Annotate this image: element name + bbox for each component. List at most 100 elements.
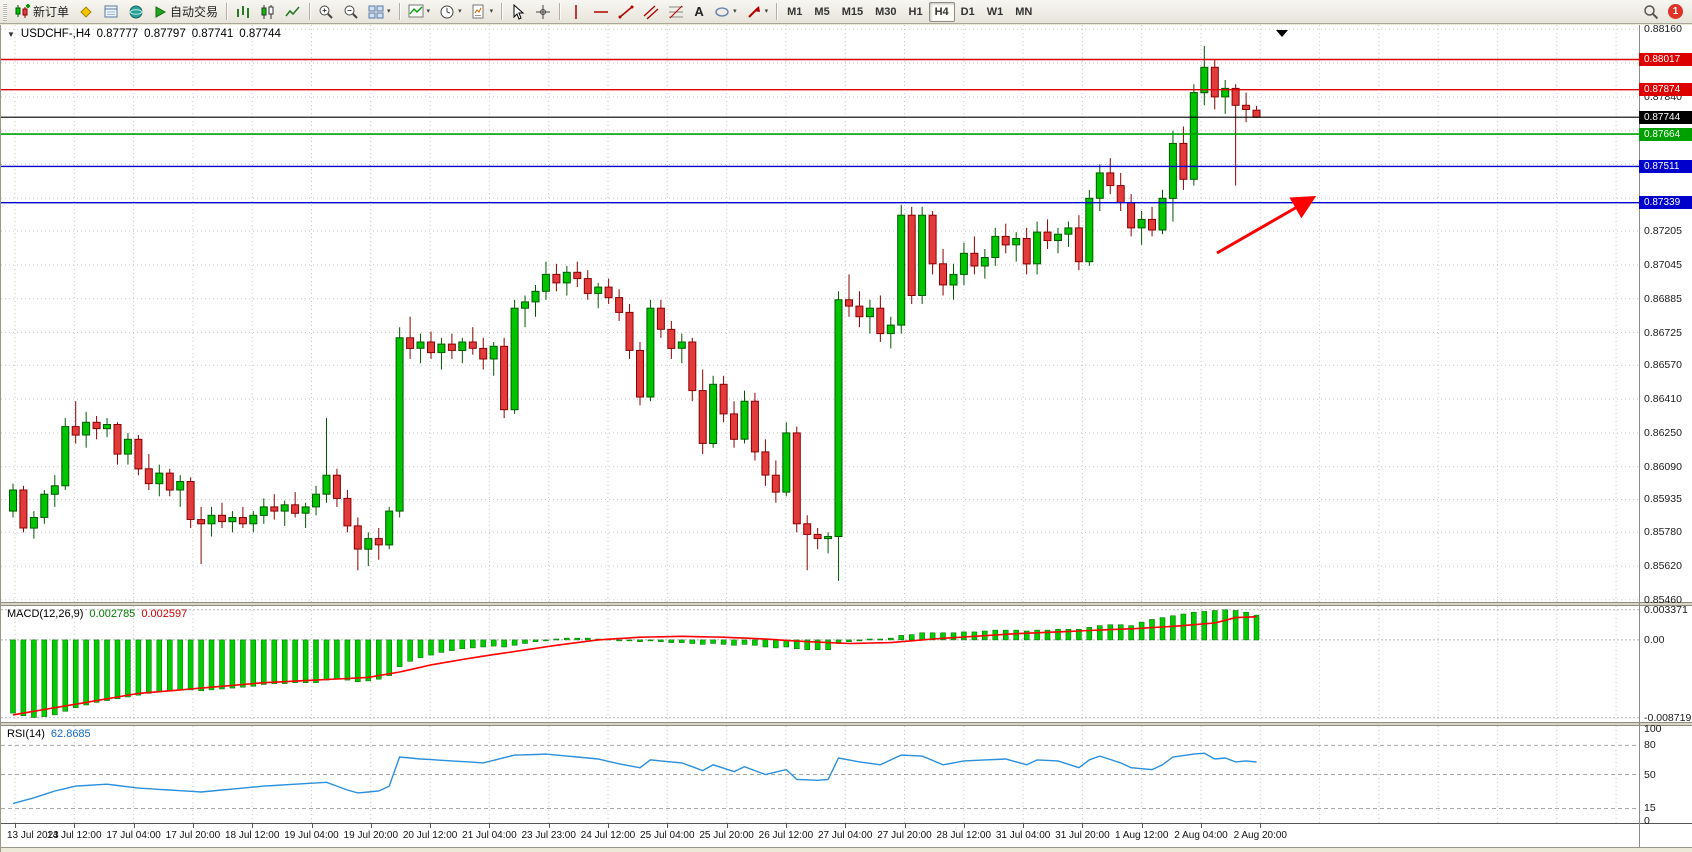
macd-histogram-bar bbox=[146, 639, 152, 694]
collapse-ohlc-icon[interactable]: ▼ bbox=[7, 29, 15, 39]
candle-body bbox=[186, 481, 195, 520]
timeframe-m5[interactable]: M5 bbox=[814, 5, 830, 18]
candle-body bbox=[500, 345, 509, 411]
macd-histogram-bar bbox=[177, 639, 183, 691]
macd-histogram-bar bbox=[72, 639, 79, 708]
candle-body bbox=[730, 413, 738, 440]
bar-chart-button[interactable] bbox=[231, 2, 255, 22]
zoom-in-button[interactable] bbox=[314, 2, 338, 22]
time-tick bbox=[608, 824, 609, 828]
macd-histogram-bar bbox=[501, 639, 507, 648]
candle-body bbox=[238, 517, 247, 525]
timeframe-d1[interactable]: D1 bbox=[960, 5, 975, 18]
vertical-line-button[interactable] bbox=[564, 2, 588, 22]
time-label: 20 Jul 12:00 bbox=[402, 830, 458, 841]
macd-histogram-bar bbox=[208, 639, 215, 691]
rsi-pane[interactable] bbox=[1, 726, 1639, 823]
timeframe-h1[interactable]: H1 bbox=[908, 5, 923, 18]
timeframe-m15[interactable]: M15 bbox=[841, 5, 864, 18]
macd-histogram-bar bbox=[626, 639, 633, 642]
time-label: 2 Aug 20:00 bbox=[1233, 830, 1287, 841]
candle-body bbox=[468, 341, 477, 349]
templates-button[interactable]: ▾ bbox=[467, 2, 498, 22]
candle-body bbox=[656, 307, 665, 330]
candle-body bbox=[688, 341, 697, 392]
shapes-button[interactable]: ▾ bbox=[710, 2, 741, 22]
cursor-button[interactable] bbox=[506, 2, 530, 22]
main-chart-pane[interactable] bbox=[1, 25, 1639, 602]
toolbar-separator bbox=[776, 3, 778, 20]
rsi-line bbox=[12, 752, 1257, 805]
rsi-canvas[interactable] bbox=[1, 726, 1639, 823]
timeframe-h4[interactable]: H4 bbox=[928, 1, 955, 22]
pane-splitter[interactable] bbox=[1, 602, 1692, 606]
candle-body bbox=[1054, 233, 1062, 241]
time-tick bbox=[726, 824, 728, 828]
candle-body bbox=[886, 324, 895, 335]
macd-pane[interactable] bbox=[1, 606, 1639, 722]
search-button[interactable] bbox=[1639, 2, 1663, 22]
macd-histogram-bar bbox=[323, 639, 330, 681]
arrow-tool-icon bbox=[746, 4, 762, 20]
macd-histogram-bar bbox=[480, 639, 486, 648]
clock-icon bbox=[439, 4, 455, 20]
line-chart-button[interactable] bbox=[281, 2, 305, 22]
candle-body bbox=[1231, 87, 1240, 106]
macd-histogram-bar bbox=[459, 639, 466, 650]
macd-histogram-bar bbox=[898, 635, 904, 641]
price-scale-label: 0.86410 bbox=[1644, 393, 1682, 406]
macd-histogram-bar bbox=[689, 639, 696, 644]
candlestick-chart-button[interactable] bbox=[256, 2, 280, 22]
toolbar: 新订单 自动交易 bbox=[0, 0, 1692, 24]
macd-canvas[interactable] bbox=[1, 606, 1639, 722]
time-label: 23 Jul 23:00 bbox=[521, 830, 576, 841]
market-watch-button[interactable] bbox=[99, 2, 123, 22]
price-scale-label: 0.86725 bbox=[1644, 326, 1682, 339]
notification-badge[interactable]: 1 bbox=[1668, 4, 1683, 19]
periods-button[interactable]: ▾ bbox=[435, 2, 466, 22]
community-button[interactable] bbox=[124, 2, 148, 22]
timeframe-m30[interactable]: M30 bbox=[875, 5, 897, 18]
candle-body bbox=[416, 341, 425, 349]
zoom-out-button[interactable] bbox=[339, 2, 363, 22]
text-tool-button[interactable]: A bbox=[689, 2, 709, 22]
metaeditor-button[interactable] bbox=[74, 2, 98, 22]
toolbar-separator bbox=[309, 3, 311, 20]
indicators-button[interactable]: ▾ bbox=[404, 2, 435, 22]
macd-histogram-bar bbox=[961, 631, 967, 641]
macd-histogram-bar bbox=[679, 639, 685, 643]
trendline-button[interactable] bbox=[614, 2, 638, 22]
toolbar-grip[interactable] bbox=[3, 2, 7, 21]
new-order-button[interactable]: 新订单 bbox=[10, 2, 73, 22]
auto-trading-icon bbox=[153, 5, 167, 19]
crosshair-button[interactable] bbox=[531, 2, 555, 22]
template-icon bbox=[471, 4, 487, 20]
candle-body bbox=[583, 278, 592, 294]
channel-button[interactable] bbox=[639, 2, 663, 22]
chart-window: ▼ USDCHF-,H4 0.87777 0.87797 0.87741 0.8… bbox=[0, 23, 1692, 852]
pane-splitter[interactable] bbox=[1, 722, 1692, 726]
timeframe-m1[interactable]: M1 bbox=[787, 5, 803, 18]
macd-histogram-bar bbox=[637, 639, 643, 642]
trend-arrow-annotation[interactable] bbox=[1216, 196, 1317, 255]
main-chart-canvas[interactable] bbox=[1, 25, 1639, 602]
chart-shift-marker[interactable] bbox=[1276, 30, 1288, 37]
horizontal-line-button[interactable] bbox=[589, 2, 613, 22]
time-label: 27 Jul 04:00 bbox=[817, 830, 873, 841]
candle-body bbox=[1116, 185, 1125, 204]
candle-body bbox=[270, 506, 279, 512]
arrows-tool-button[interactable]: ▾ bbox=[742, 2, 773, 22]
timeframe-w1[interactable]: W1 bbox=[986, 5, 1004, 18]
candle-body bbox=[573, 271, 582, 280]
macd-histogram-bar bbox=[417, 639, 424, 658]
auto-trading-button[interactable]: 自动交易 bbox=[149, 2, 222, 22]
time-axis[interactable]: 13 Jul 2023 14 Jul 12:00 17 Jul 04:00 17 Ju… bbox=[1, 823, 1692, 847]
fibonacci-button[interactable] bbox=[664, 2, 688, 22]
candle-body bbox=[970, 252, 979, 267]
candle-body bbox=[218, 514, 226, 523]
toolbar-separator bbox=[501, 3, 503, 20]
tile-windows-button[interactable]: ▾ bbox=[364, 2, 395, 22]
text-tool-icon: A bbox=[694, 4, 704, 19]
candle-body bbox=[1012, 238, 1021, 246]
timeframe-mn[interactable]: MN bbox=[1015, 5, 1033, 18]
